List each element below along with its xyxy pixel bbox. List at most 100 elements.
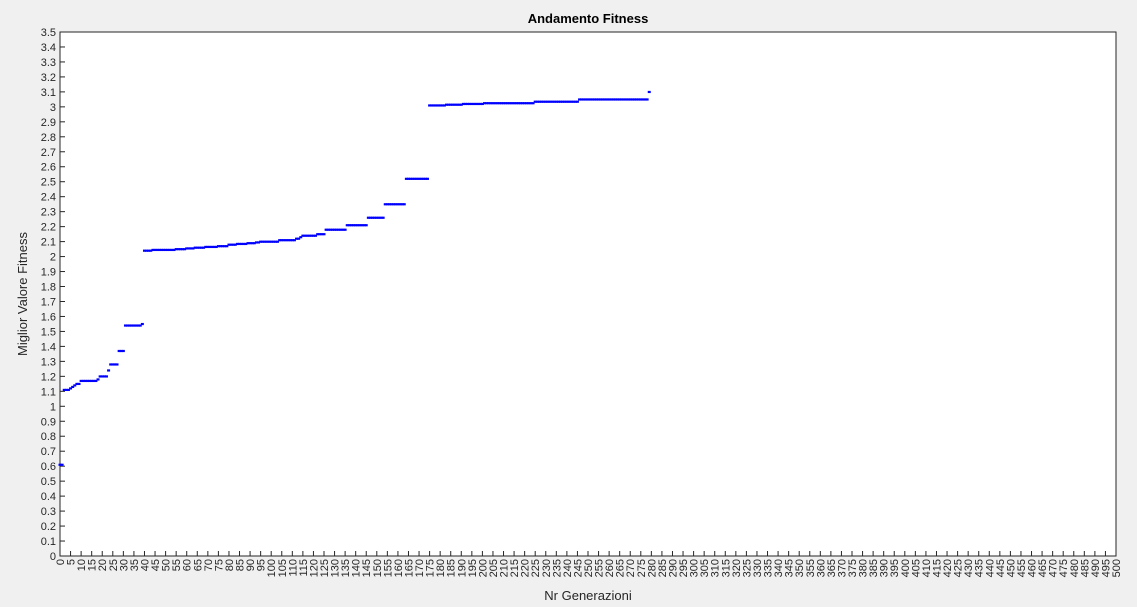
data-point	[432, 104, 436, 107]
data-point	[280, 239, 284, 242]
data-point	[81, 379, 85, 383]
data-point	[366, 216, 370, 219]
data-point	[273, 240, 277, 243]
data-point	[343, 228, 347, 231]
x-tick-label: 80	[224, 559, 236, 571]
y-tick-label: 2.8	[41, 132, 56, 144]
data-point	[265, 240, 269, 243]
data-point	[468, 102, 472, 106]
x-tick-label: 185	[446, 559, 458, 577]
data-point	[107, 369, 111, 372]
x-tick-label: 405	[910, 559, 922, 577]
data-point	[571, 100, 575, 103]
data-point	[504, 102, 508, 105]
data-point	[485, 102, 489, 105]
x-tick-label: 85	[235, 559, 247, 571]
y-axis-ticks: 0 0.1 0.2 0.3 0.4 0.5 0.6 0.7 0.8 0.9 1 1.1 1.2 1.3 1.…	[41, 27, 65, 563]
data-point	[320, 233, 324, 236]
x-tick-label: 165	[403, 559, 415, 577]
data-point	[377, 216, 381, 219]
x-tick-label: 500	[1111, 559, 1123, 577]
data-point	[309, 234, 313, 237]
y-tick-label: 0	[50, 551, 56, 563]
x-tick-label: 235	[551, 559, 563, 577]
data-point	[356, 224, 360, 227]
y-tick-label: 1.2	[41, 371, 56, 383]
data-point	[206, 245, 210, 249]
data-point	[575, 100, 579, 103]
data-point	[210, 245, 214, 249]
data-point	[347, 224, 351, 227]
x-tick-label: 10	[76, 559, 88, 571]
data-point	[544, 100, 548, 103]
data-point	[620, 98, 624, 101]
y-tick-label: 0.8	[41, 431, 56, 443]
data-point	[611, 98, 615, 101]
data-point	[502, 102, 506, 105]
x-tick-label: 120	[308, 559, 320, 577]
data-point	[290, 239, 294, 242]
data-point	[645, 98, 649, 101]
data-point	[202, 246, 206, 249]
x-tick-label: 145	[361, 559, 373, 577]
chart-title: Andamento Fitness	[528, 11, 649, 26]
data-point	[92, 379, 96, 383]
data-point	[497, 102, 501, 105]
data-point	[149, 249, 153, 252]
x-tick-label: 325	[741, 559, 753, 577]
data-point	[278, 239, 282, 242]
x-axis-ticks: 0510152025303540455055606570758085909510…	[55, 551, 1123, 577]
data-point	[428, 104, 432, 107]
data-point	[94, 379, 98, 383]
x-tick-label: 115	[298, 559, 310, 577]
data-point	[121, 349, 125, 353]
data-point	[580, 98, 584, 101]
data-point	[286, 239, 290, 242]
data-point	[489, 102, 493, 105]
data-point	[402, 203, 406, 206]
data-point	[200, 246, 204, 249]
data-point	[172, 248, 176, 252]
data-point	[248, 242, 252, 245]
data-point	[189, 247, 193, 250]
data-point	[447, 103, 451, 106]
data-point	[263, 240, 267, 243]
data-point	[527, 102, 531, 105]
data-point	[546, 100, 550, 103]
x-tick-label: 335	[763, 559, 775, 577]
data-point	[607, 98, 611, 101]
data-point	[411, 177, 415, 180]
y-tick-label: 0.5	[41, 476, 56, 488]
data-point	[554, 100, 558, 103]
data-point	[297, 237, 301, 240]
data-point	[318, 233, 322, 236]
data-point	[197, 246, 201, 249]
data-point	[140, 322, 144, 326]
data-series	[58, 90, 651, 466]
data-point	[128, 324, 132, 327]
data-point	[586, 98, 590, 101]
data-point	[459, 103, 463, 106]
y-tick-label: 1	[50, 401, 56, 413]
data-point	[605, 98, 609, 101]
data-point	[597, 98, 601, 101]
x-tick-label: 290	[667, 559, 679, 577]
y-tick-label: 3	[50, 102, 56, 114]
data-point	[225, 245, 229, 248]
data-point	[147, 249, 151, 252]
data-point	[155, 248, 159, 252]
data-point	[438, 104, 442, 107]
x-tick-label: 310	[710, 559, 722, 577]
x-tick-label: 205	[488, 559, 500, 577]
data-point	[567, 100, 571, 103]
data-point	[400, 203, 404, 206]
x-tick-label: 410	[921, 559, 933, 577]
data-point	[375, 216, 379, 219]
data-point	[601, 98, 605, 101]
data-point	[242, 242, 246, 246]
data-point	[390, 203, 394, 206]
data-point	[618, 98, 622, 101]
data-point	[594, 98, 598, 101]
x-tick-label: 400	[900, 559, 912, 577]
data-point	[195, 246, 199, 249]
